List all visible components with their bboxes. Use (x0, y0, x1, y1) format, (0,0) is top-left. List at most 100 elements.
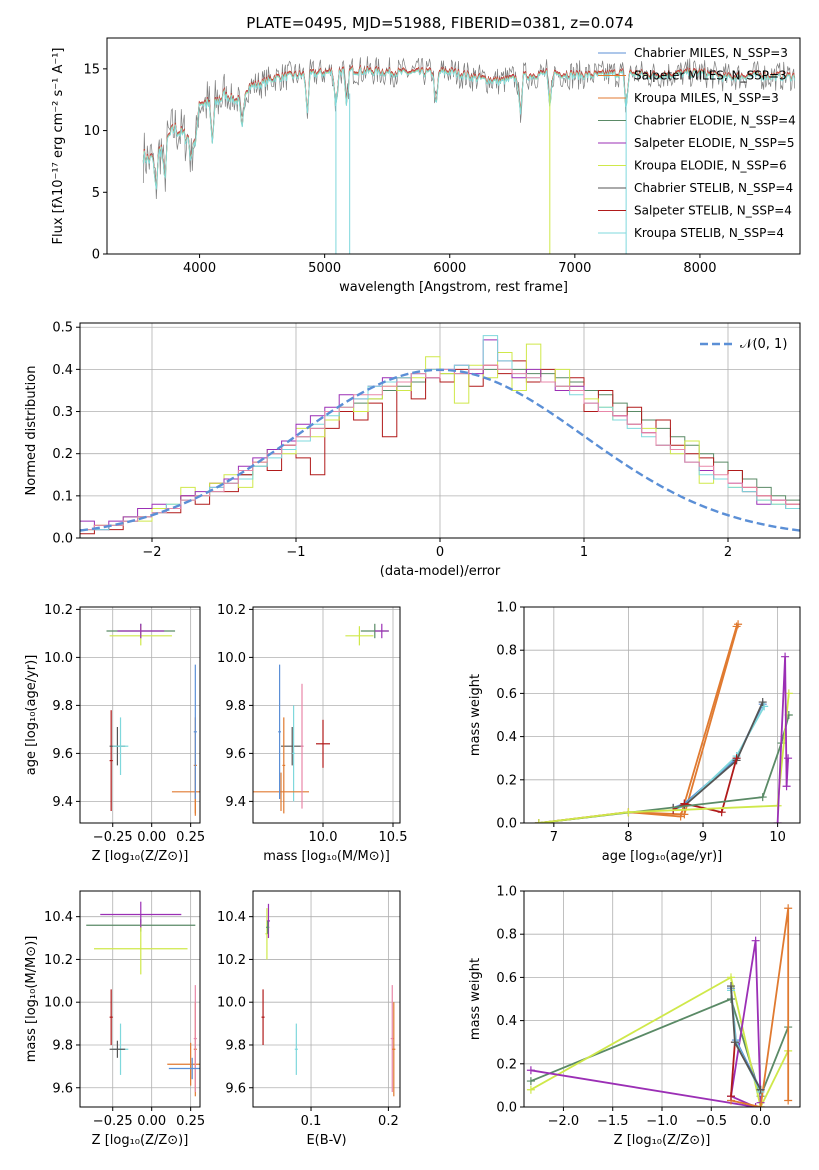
y-axis-label: mass [log₁₀(M/M⊙)] (24, 936, 39, 1063)
x-tick-label: 10.5 (379, 830, 408, 845)
y-tick-label: 9.8 (225, 1038, 246, 1053)
weight-marker (751, 936, 760, 945)
y-tick-label: 10.0 (44, 996, 73, 1011)
x-axis-label: wavelength [Angstrom, rest frame] (339, 280, 568, 295)
weight-marker (756, 1085, 765, 1094)
y-tick-label: 9.4 (52, 795, 73, 810)
x-tick-label: −2 (142, 545, 161, 560)
x-tick-label: −0.25 (93, 830, 133, 845)
age-weight-panel: 7 8 9 10 0.0 0.2 0.4 0.6 0.8 1.0 age [log₁₀(age/yr… (468, 601, 801, 864)
axes-frame (106, 37, 801, 255)
y-tick-label: 9.6 (225, 1081, 246, 1096)
Z-age-panel: −0.25 0.00 0.25 9.4 9.6 9.8 10.0 10.2 Z [log₁₀(Z… (24, 603, 205, 864)
y-tick-label: 0.6 (496, 971, 517, 986)
legend: Chabrier MILES, N_SSP=3 Salpeter MILES, N… (598, 46, 796, 240)
weight-marker (730, 1038, 739, 1047)
y-tick-label: 1.0 (496, 601, 517, 616)
weight-marker (680, 810, 689, 819)
y-tick-label: 10.4 (217, 910, 246, 925)
y-tick-label: 0.1 (52, 489, 73, 504)
legend-label: Salpeter STELIB, N_SSP=4 (634, 204, 792, 218)
error-bar (117, 623, 165, 639)
error-bar (94, 923, 188, 975)
y-tick-label: 9.4 (225, 795, 246, 810)
x-tick-label: 0.1 (301, 1114, 322, 1129)
y-tick-label: 10.0 (217, 996, 246, 1011)
x-tick-label: 6000 (433, 261, 466, 276)
error-bar (278, 664, 281, 799)
y-tick-label: 10.4 (44, 910, 73, 925)
weight-series (776, 656, 789, 823)
weight-marker (727, 1092, 735, 1101)
Z-weight-panel: −2.0 −1.5 −1.0 −0.5 0.0 0.0 0.2 0.4 0.6 0.8 1.0 Z [… (468, 885, 801, 1148)
weight-marker (773, 819, 782, 823)
weight-marker (727, 982, 735, 991)
weight-series (730, 908, 790, 1107)
error-bar (374, 623, 389, 639)
y-tick-label: 10.0 (217, 651, 246, 666)
error-bar (345, 626, 374, 646)
error-bar (292, 705, 295, 802)
y-tick-label: 15 (83, 62, 100, 77)
y-axis-label: Normed distribution (24, 366, 39, 496)
x-axis-label: (data-model)/error (380, 564, 501, 579)
y-axis-label: age [log₁₀(age/yr)] (24, 655, 39, 776)
x-tick-label: 10.0 (309, 830, 338, 845)
legend-label: Chabrier MILES, N_SSP=3 (634, 46, 788, 60)
weight-marker (756, 1103, 765, 1107)
x-tick-label: 0.25 (176, 1114, 205, 1129)
weight-marker (734, 620, 743, 629)
x-tick-label: 5000 (308, 261, 341, 276)
x-tick-label: 0.0 (750, 1114, 771, 1129)
y-tick-label: 10.0 (44, 651, 73, 666)
x-tick-label: −0.5 (695, 1114, 727, 1129)
y-tick-label: 0.2 (496, 1057, 517, 1072)
weight-marker (784, 904, 793, 913)
weight-series (538, 693, 790, 823)
legend-label: Chabrier ELODIE, N_SSP=4 (634, 114, 796, 128)
x-tick-label: 7000 (558, 261, 591, 276)
y-tick-label: 9.6 (52, 747, 73, 762)
error-bar (253, 772, 309, 811)
weight-marker (727, 973, 735, 982)
error-bar (392, 1002, 396, 1097)
plot-area (80, 335, 800, 535)
x-tick-label: 8 (624, 830, 632, 845)
ebv-mass-panel: 0.1 0.2 9.6 9.8 10.0 10.2 10.4 E(B-V) (217, 890, 401, 1148)
x-tick-label: 2 (724, 545, 732, 560)
y-tick-label: 0.6 (496, 687, 517, 702)
axes-frame (523, 606, 801, 824)
legend-label: Chabrier STELIB, N_SSP=4 (634, 181, 793, 195)
weight-marker (758, 698, 767, 707)
weight-marker (526, 1066, 535, 1075)
error-bar (266, 920, 270, 934)
plot-area (253, 623, 389, 814)
x-axis-label: mass [log₁₀(M/M⊙)] (263, 849, 390, 864)
error-bar (168, 1057, 200, 1080)
gaussian-reference (80, 368, 800, 532)
y-tick-label: 9.8 (52, 699, 73, 714)
y-tick-label: 9.6 (52, 1081, 73, 1096)
y-tick-label: 0.0 (496, 817, 517, 832)
y-tick-label: 9.8 (52, 1038, 73, 1053)
error-bar (193, 664, 197, 799)
x-axis-label: E(B-V) (306, 1133, 346, 1148)
weight-marker (758, 793, 767, 802)
y-tick-label: 10.2 (44, 603, 73, 618)
y-tick-label: 0.8 (496, 928, 517, 943)
weight-marker (534, 819, 543, 823)
axes-frame (79, 606, 201, 824)
y-tick-label: 0.8 (496, 644, 517, 659)
weight-marker (717, 808, 726, 817)
figure-title: PLATE=0495, MJD=51988, FIBERID=0381, z=0… (246, 14, 633, 32)
y-tick-label: 0.2 (52, 447, 73, 462)
y-tick-label: 9.6 (225, 747, 246, 762)
x-tick-label: −1.5 (597, 1114, 629, 1129)
y-axis-label: Flux [fλ10⁻¹⁷ erg cm⁻² s⁻¹ A⁻¹] (51, 48, 66, 245)
histogram-series (80, 364, 800, 531)
error-bar (109, 989, 113, 1045)
x-tick-label: −2.0 (548, 1114, 580, 1129)
error-bar (167, 1042, 200, 1086)
x-axis-label: Z [log₁₀(Z/Z⊙)] (92, 849, 189, 864)
